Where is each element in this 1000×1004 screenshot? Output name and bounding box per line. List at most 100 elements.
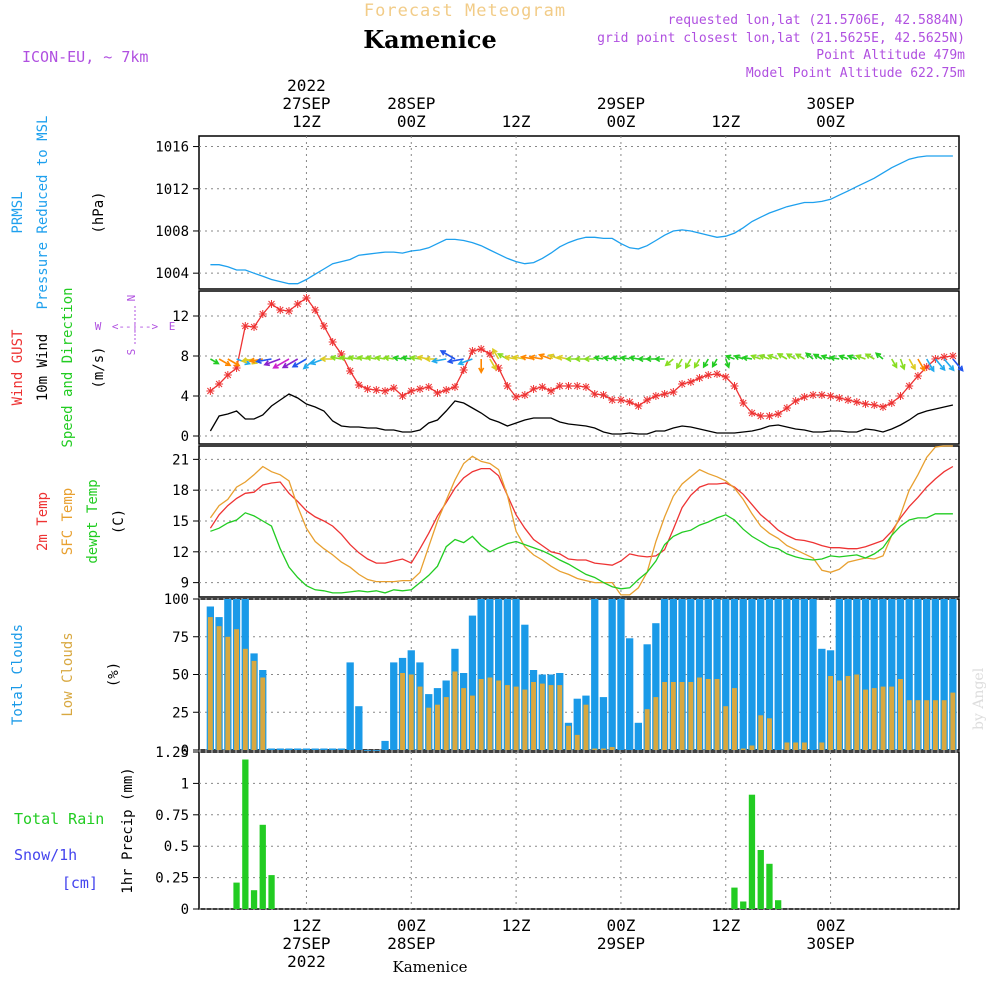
wind-direction-arrow xyxy=(400,355,412,362)
gust-marker xyxy=(809,391,818,399)
gust-marker xyxy=(503,382,512,390)
wind-direction-arrow xyxy=(628,355,639,362)
pressure-frame xyxy=(198,135,960,290)
bottom-time-label: 29SEP xyxy=(597,934,645,953)
low-clouds-bar xyxy=(863,689,868,750)
wind-direction-arrow xyxy=(218,358,232,367)
top-time-label: 12Z xyxy=(502,112,531,131)
low-clouds-bar xyxy=(522,689,528,750)
wind-direction-arrow xyxy=(392,355,403,362)
gust-marker xyxy=(555,382,564,390)
wind-direction-arrow xyxy=(917,358,926,372)
total-clouds-bar xyxy=(634,722,642,750)
total-clouds-bar xyxy=(792,599,800,750)
gust-marker xyxy=(844,396,853,404)
low-clouds-bar xyxy=(880,686,886,750)
total-clouds-bar xyxy=(302,748,311,750)
precip-bar xyxy=(233,882,240,909)
pressure-axis-label: (hPa) xyxy=(91,191,107,233)
low-clouds-bar xyxy=(609,747,615,750)
y-tick-label: 1 xyxy=(181,776,189,792)
requested-coords: requested lon,lat (21.5706E, 42.5884N) xyxy=(668,13,965,28)
wind-direction-arrow xyxy=(908,358,916,371)
low-clouds-bar xyxy=(435,704,440,750)
precip-bar xyxy=(250,890,258,909)
total-clouds-bar xyxy=(652,623,660,750)
wind-direction-arrow xyxy=(356,354,368,362)
low-clouds-bar xyxy=(452,671,458,750)
total-clouds-bar xyxy=(940,599,948,750)
low-clouds-bar xyxy=(915,700,921,750)
total-clouds-bar xyxy=(704,599,712,750)
wind-direction-arrow xyxy=(478,359,485,374)
clouds-axis-label: Total Clouds xyxy=(10,624,26,725)
wind-direction-arrow xyxy=(785,353,797,360)
y-tick-label: 15 xyxy=(172,514,189,530)
gust-marker xyxy=(241,322,250,330)
gust-marker xyxy=(311,306,320,314)
total-clouds-bar xyxy=(390,662,398,750)
low-clouds-bar xyxy=(216,626,222,750)
y-tick-label: 8 xyxy=(181,349,189,365)
gust-marker xyxy=(381,387,390,395)
wind-direction-arrow xyxy=(733,354,744,361)
gust-marker xyxy=(747,409,756,417)
bottom-time-label: 12Z xyxy=(711,916,740,935)
total-clouds-bar xyxy=(896,599,905,750)
wind-direction-arrow xyxy=(227,358,241,367)
wind-direction-arrow xyxy=(492,347,500,360)
precip-bar xyxy=(740,901,747,909)
low-clouds-bar xyxy=(548,685,554,750)
top-time-label: 2022 xyxy=(287,76,326,95)
total-clouds-bar xyxy=(503,599,511,750)
low-clouds-bar xyxy=(461,688,467,750)
wind-direction-arrow xyxy=(758,353,770,360)
temperature-frame xyxy=(198,445,960,598)
y-tick-label: 0.25 xyxy=(155,871,189,887)
compass-south: S xyxy=(125,349,138,356)
point-altitude: Point Altitude 479m xyxy=(816,48,965,63)
gust-marker xyxy=(651,392,660,400)
wind-direction-arrow xyxy=(619,355,630,362)
total-clouds-bar xyxy=(687,599,695,750)
gust-marker xyxy=(669,388,678,396)
precip-bar xyxy=(757,850,764,909)
gust-marker xyxy=(372,386,381,394)
temperature-axis-label: dewpt Temp xyxy=(85,479,101,563)
gust-marker xyxy=(774,410,783,418)
wind-direction-arrow xyxy=(926,358,935,373)
gust-marker xyxy=(538,383,547,391)
low-clouds-bar xyxy=(898,679,903,750)
total-clouds-bar xyxy=(765,599,774,750)
credit-watermark: by Angel xyxy=(971,667,987,730)
gust-marker xyxy=(721,373,730,381)
total-clouds-bar xyxy=(949,599,957,750)
temperature-axis-label: (C) xyxy=(111,509,127,534)
top-time-label: 29SEP xyxy=(597,94,645,113)
precip-bar xyxy=(748,794,756,909)
total-clouds-bar xyxy=(888,599,896,750)
gust-marker xyxy=(520,391,529,399)
wind-direction-arrow xyxy=(263,358,281,367)
gust-marker xyxy=(660,390,669,398)
low-clouds-bar xyxy=(906,700,912,750)
y-tick-label: 0 xyxy=(181,743,189,759)
y-tick-label: 0.75 xyxy=(155,808,189,824)
precip-bar xyxy=(766,863,773,909)
wind-direction-arrow xyxy=(952,358,964,372)
low-clouds-bar xyxy=(732,688,737,750)
wind-direction-arrow xyxy=(255,357,272,364)
total-clouds-bar xyxy=(267,748,276,750)
clouds-panel: 0 25 50 75 100 Total Clouds Low Clouds (%) xyxy=(10,592,960,759)
low-clouds-bar xyxy=(470,695,475,750)
gust-marker xyxy=(590,390,599,398)
wind-direction-arrow xyxy=(794,353,805,360)
low-clouds-bar xyxy=(601,748,606,750)
total-clouds-bar xyxy=(512,599,520,750)
pressure-axis-label: Pressure Reduced to MSL xyxy=(35,116,51,310)
wind-direction-arrow xyxy=(854,354,866,361)
precip-side-label: Snow/1h xyxy=(14,846,77,864)
total-clouds-bar xyxy=(669,599,677,750)
top-time-label: 28SEP xyxy=(387,94,435,113)
